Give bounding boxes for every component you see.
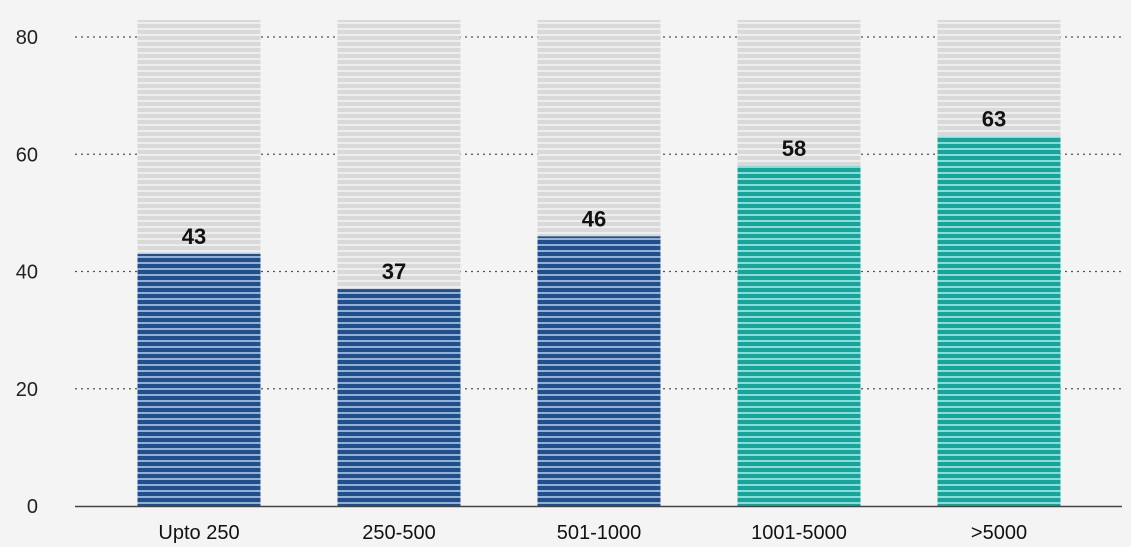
bar-stripes [937,136,1061,506]
y-tick-label: 20 [16,379,38,401]
data-label: 63 [982,107,1006,132]
bar-stripes [137,253,261,506]
bar-stripes [537,236,661,506]
x-tick-label: 250-500 [362,522,435,544]
y-tick-label: 80 [16,27,38,49]
bars [137,20,1061,506]
bar-stripes [337,289,461,506]
data-label: 37 [382,259,406,284]
y-tick-label: 0 [27,496,38,518]
x-tick-label: 1001-5000 [751,522,847,544]
y-tick-label: 60 [16,144,38,166]
bar-stripes [737,165,861,506]
labels: 0 20 40 60 80 43 Upto 250 37 250-500 46 501-1000 58… [16,27,1027,544]
x-tick-label: Upto 250 [158,522,239,544]
data-label: 58 [782,136,806,161]
data-label: 43 [182,224,206,249]
x-tick-label: 501-1000 [557,522,642,544]
y-tick-label: 40 [16,262,38,284]
data-label: 46 [582,206,606,231]
x-tick-label: >5000 [971,522,1027,544]
